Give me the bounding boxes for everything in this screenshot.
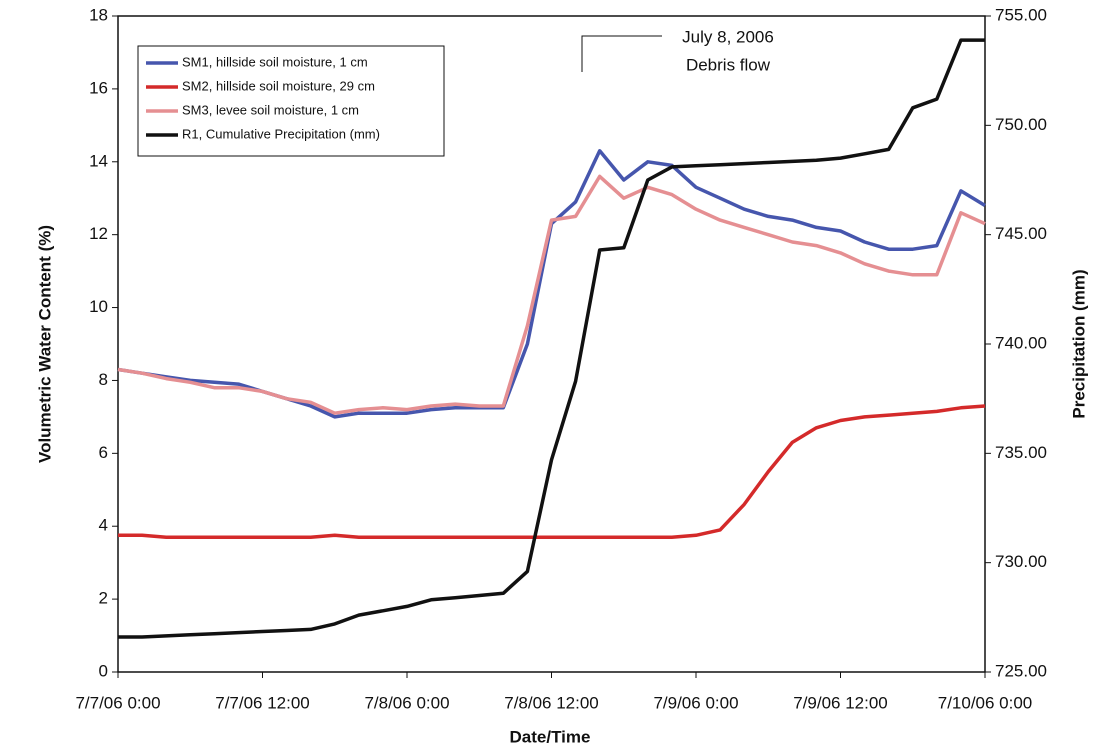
- y2-tick-label: 750.00: [995, 115, 1047, 134]
- y-tick-label: 12: [89, 224, 108, 243]
- annotation-leader: [581, 35, 662, 72]
- series-line: [118, 404, 986, 539]
- x-tick-label: 7/8/06 12:00: [504, 693, 599, 712]
- y2-axis-title: Precipitation (mm): [1069, 269, 1088, 418]
- y2-tick-label: 755.00: [995, 5, 1047, 24]
- legend-label: SM2, hillside soil moisture, 29 cm: [182, 78, 375, 93]
- series-line: [117, 149, 986, 419]
- x-tick-label: 7/9/06 0:00: [653, 693, 738, 712]
- legend-label: R1, Cumulative Precipitation (mm): [182, 126, 380, 141]
- legend-label: SM3, levee soil moisture, 1 cm: [182, 102, 359, 117]
- y-axis-title: Volumetric Water Content (%): [35, 225, 54, 463]
- series-line: [117, 174, 986, 415]
- y2-tick-label: 735.00: [995, 443, 1047, 462]
- y-tick-label: 6: [99, 443, 108, 462]
- x-tick-label: 7/7/06 0:00: [75, 693, 160, 712]
- y2-tick-label: 740.00: [995, 333, 1047, 352]
- y2-tick-label: 725.00: [995, 661, 1047, 680]
- y-tick-label: 14: [89, 151, 108, 170]
- y-tick-label: 18: [89, 5, 108, 24]
- x-axis-title: Date/Time: [510, 727, 591, 746]
- y-tick-label: 4: [99, 516, 108, 535]
- x-tick-label: 7/9/06 12:00: [793, 693, 888, 712]
- annotation-text: Debris flow: [686, 55, 771, 74]
- annotation-text: July 8, 2006: [682, 27, 774, 46]
- y2-tick-label: 730.00: [995, 552, 1047, 571]
- y2-tick-label: 745.00: [995, 224, 1047, 243]
- y-tick-label: 10: [89, 297, 108, 316]
- y-tick-label: 8: [99, 370, 108, 389]
- legend-label: SM1, hillside soil moisture, 1 cm: [182, 54, 368, 69]
- x-tick-label: 7/7/06 12:00: [215, 693, 310, 712]
- y-tick-label: 2: [99, 589, 108, 608]
- y-tick-label: 0: [99, 661, 108, 680]
- legend-box: [137, 45, 445, 157]
- y-tick-label: 16: [89, 78, 108, 97]
- series-line: [118, 38, 985, 639]
- x-tick-label: 7/10/06 0:00: [938, 693, 1033, 712]
- x-tick-label: 7/8/06 0:00: [364, 693, 449, 712]
